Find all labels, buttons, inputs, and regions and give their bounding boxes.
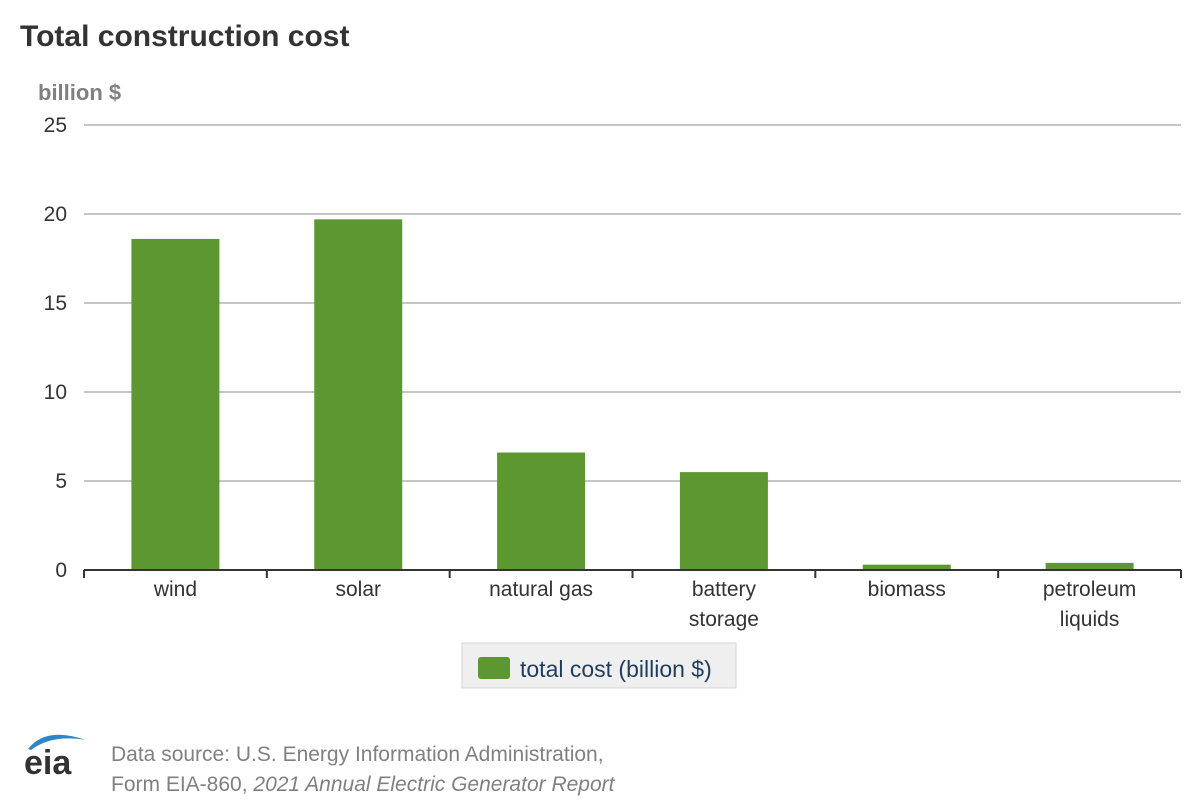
x-category-label: petroleum bbox=[1043, 578, 1136, 601]
eia-logo-text: eia bbox=[24, 744, 72, 778]
source-line-2: Form EIA-860, 2021 Annual Electric Gener… bbox=[111, 770, 614, 800]
legend: total cost (billion $) bbox=[461, 642, 737, 689]
bar-petroleum-liquids bbox=[1045, 562, 1134, 570]
x-category-label: natural gas bbox=[489, 578, 593, 601]
bar-battery-storage bbox=[679, 472, 768, 570]
bar-solar bbox=[314, 219, 403, 570]
bar-wind bbox=[131, 238, 220, 571]
x-category-label: wind bbox=[153, 578, 197, 601]
bar-natural-gas bbox=[497, 452, 586, 570]
data-source: Data source: U.S. Energy Information Adm… bbox=[111, 740, 614, 800]
source-line-1: Data source: U.S. Energy Information Adm… bbox=[111, 743, 604, 766]
y-tick-label: 25 bbox=[44, 114, 67, 137]
y-tick-label: 20 bbox=[44, 203, 67, 226]
legend-swatch bbox=[478, 657, 510, 679]
eia-logo-swoosh bbox=[28, 734, 86, 750]
bar-biomass bbox=[862, 564, 951, 570]
y-tick-label: 0 bbox=[55, 559, 67, 582]
legend-label: total cost (billion $) bbox=[520, 656, 712, 682]
x-category-label: storage bbox=[689, 608, 759, 631]
x-category-label: solar bbox=[335, 578, 381, 601]
x-category-label: liquids bbox=[1060, 608, 1120, 631]
source-form: Form EIA-860, bbox=[111, 773, 254, 796]
y-axis-label: billion $ bbox=[38, 80, 121, 105]
y-tick-label: 10 bbox=[44, 381, 67, 404]
source-report-title: 2021 Annual Electric Generator Report bbox=[253, 773, 615, 796]
bar-chart: billion $ 0 5 10 15 20 25 wind solar natural gas b… bbox=[38, 80, 1182, 689]
x-category-label: biomass bbox=[868, 578, 946, 601]
x-category-label: battery bbox=[692, 578, 757, 601]
y-tick-label: 15 bbox=[44, 292, 67, 315]
eia-logo: eia bbox=[24, 734, 86, 778]
y-tick-label: 5 bbox=[55, 470, 67, 493]
chart-title: Total construction cost bbox=[20, 20, 350, 53]
